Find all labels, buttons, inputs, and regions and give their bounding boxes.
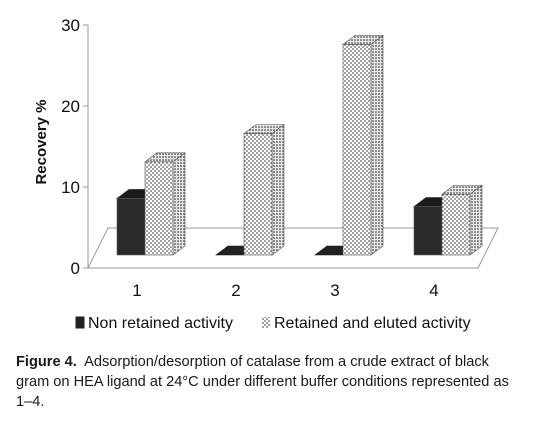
legend-label: Non retained activity bbox=[88, 315, 233, 332]
bar-retained-1 bbox=[144, 152, 186, 256]
y-ticks: 0 10 20 30 bbox=[61, 16, 88, 278]
bar-retained-4 bbox=[441, 184, 483, 256]
figure-caption: Figure 4. Adsorption/desorption of catal… bbox=[16, 352, 521, 412]
y-tick-label: 10 bbox=[61, 178, 80, 197]
bar-front bbox=[144, 161, 174, 256]
y-tick-label: 30 bbox=[61, 16, 80, 35]
y-tick-label: 20 bbox=[61, 97, 80, 116]
bar-chart: 0 10 20 30 Recovery % 1 2 3 4 Non retained act… bbox=[33, 16, 499, 332]
legend-swatch bbox=[262, 317, 270, 328]
bar-front bbox=[441, 193, 471, 256]
legend-item: Retained and eluted activity bbox=[262, 315, 471, 332]
bar-side bbox=[172, 152, 186, 256]
x-tick-label: 1 bbox=[132, 281, 141, 300]
floor-plane bbox=[87, 227, 499, 269]
caption-label: Figure 4. bbox=[16, 354, 77, 370]
bar-top bbox=[243, 124, 285, 134]
bar-front bbox=[342, 44, 372, 256]
x-ticks: 1 2 3 4 bbox=[132, 281, 438, 300]
legend: Non retained activity Retained and eluted… bbox=[75, 315, 471, 332]
y-axis-label: Recovery % bbox=[33, 99, 50, 184]
bars bbox=[116, 34, 483, 256]
bar-side bbox=[469, 184, 483, 256]
legend-swatch bbox=[75, 316, 85, 329]
x-tick-label: 3 bbox=[330, 281, 339, 300]
bar-retained-3 bbox=[342, 34, 384, 256]
bar-top bbox=[342, 35, 384, 45]
bar-side bbox=[271, 123, 285, 256]
x-tick-label: 4 bbox=[429, 281, 438, 300]
legend-item: Non retained activity bbox=[75, 315, 233, 332]
bar-top bbox=[441, 184, 483, 195]
bar-side bbox=[370, 34, 384, 256]
x-tick-label: 2 bbox=[231, 281, 240, 300]
bar-retained-2 bbox=[243, 123, 285, 256]
legend-label: Retained and eluted activity bbox=[274, 315, 471, 332]
bar-top bbox=[144, 152, 186, 163]
y-tick-label: 0 bbox=[71, 259, 80, 278]
caption-text: Adsorption/desorption of catalase from a… bbox=[16, 354, 509, 410]
bar-front bbox=[243, 133, 273, 256]
bar-front bbox=[413, 206, 443, 256]
bar-front bbox=[116, 198, 146, 256]
